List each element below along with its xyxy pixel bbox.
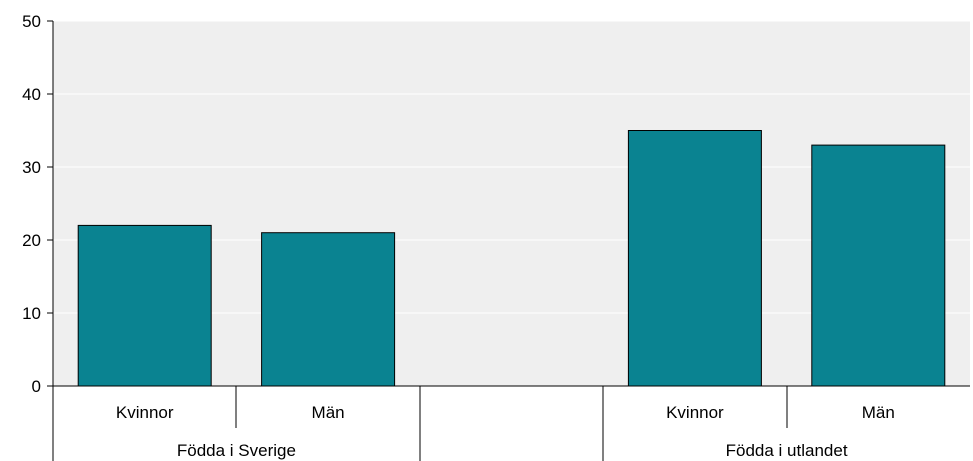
x-category-label: Kvinnor — [116, 403, 174, 422]
bars — [77, 130, 946, 387]
y-tick-label: 20 — [22, 231, 41, 250]
bar — [811, 144, 946, 387]
x-group-label: Födda i utlandet — [726, 441, 848, 460]
y-tick-label: 10 — [22, 304, 41, 323]
x-category-label: Kvinnor — [666, 403, 724, 422]
axes — [47, 20, 970, 461]
y-tick-label: 50 — [22, 12, 41, 31]
group-labels: Födda i Sverige Födda i utlandet — [177, 441, 848, 460]
category-labels: Kvinnor Män Kvinnor Män — [116, 403, 895, 422]
bar — [627, 130, 762, 387]
bar — [261, 232, 396, 387]
y-tick-label: 40 — [22, 85, 41, 104]
x-category-label: Män — [862, 403, 895, 422]
y-tick-label: 30 — [22, 158, 41, 177]
x-group-label: Födda i Sverige — [177, 441, 296, 460]
y-tick-labels: 0 10 20 30 40 50 — [22, 12, 41, 396]
y-tick-label: 0 — [32, 377, 41, 396]
bar — [77, 224, 212, 387]
x-category-label: Män — [312, 403, 345, 422]
